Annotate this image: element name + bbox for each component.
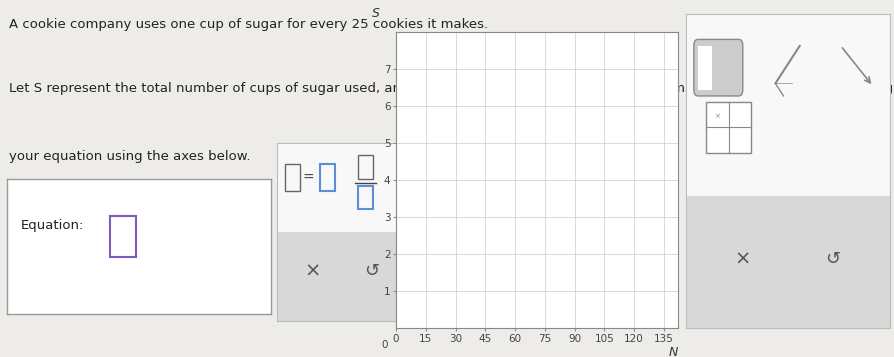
Text: ×: × [304, 262, 320, 281]
Text: ×: × [735, 250, 751, 269]
Text: equation: equation [414, 82, 473, 95]
Text: ↺: ↺ [825, 250, 840, 268]
Text: =: = [302, 171, 314, 185]
FancyBboxPatch shape [698, 46, 713, 90]
Text: your equation using the axes below.: your equation using the axes below. [9, 150, 250, 163]
Text: Equation:: Equation: [21, 219, 84, 232]
FancyBboxPatch shape [694, 39, 743, 96]
Text: ×: × [714, 113, 721, 119]
Bar [277, 232, 407, 321]
Text: A cookie company uses one cup of sugar for every 25 cookies it makes.: A cookie company uses one cup of sugar f… [9, 18, 488, 31]
FancyBboxPatch shape [706, 102, 751, 152]
Text: 0: 0 [381, 340, 388, 350]
Text: Let S represent the total number of cups of sugar used, and let N represent the : Let S represent the total number of cups… [9, 82, 894, 95]
Text: ↺: ↺ [364, 262, 379, 280]
Text: graph: graph [540, 82, 578, 95]
Bar [686, 196, 890, 328]
Text: S: S [373, 7, 380, 20]
Text: N: N [669, 346, 678, 357]
